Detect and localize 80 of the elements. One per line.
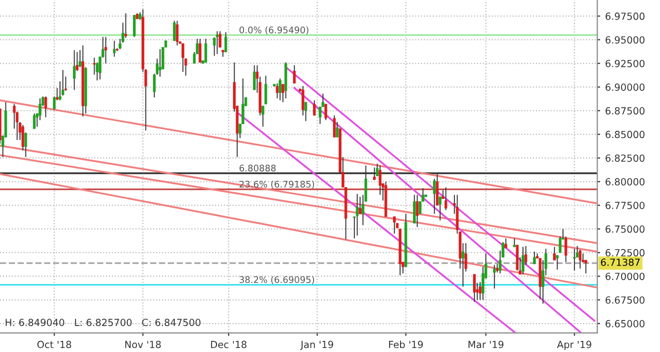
x-tick-label: Oct '18 [37,340,72,348]
candlestick [78,50,82,68]
candlestick [558,236,562,254]
x-tick-label: Mar '19 [468,340,504,348]
y-tick-label: 6.67500 [606,296,644,304]
y-tick-label: 6.80000 [606,178,644,186]
candlestick [216,30,219,54]
candlestick [504,238,508,248]
candlestick [72,50,76,90]
candlestick [462,242,464,288]
candlestick [358,196,362,214]
candlestick [578,249,582,270]
y-tick-label: 6.90000 [606,84,644,91]
ref-line-label: 6.80888 [240,164,276,172]
candlestick [584,260,588,274]
x-tick-label: Nov '18 [125,340,161,348]
candlestick [556,254,559,270]
ref-line-label: 6.71387 [600,258,640,266]
x-tick-label: Dec '18 [211,340,246,348]
y-tick-label: 6.85000 [606,130,644,138]
ref-line-label: 38.2% (6.69095) [240,276,314,284]
ref-line-label: 0.0% (6.95490) [240,26,308,34]
candlestick [478,281,482,300]
candlestick [172,20,176,42]
candlestick [444,186,448,210]
ref-line-label: 23.6% (6.79185) [240,180,314,189]
y-tick-label: 6.87500 [606,107,644,115]
candlestick [182,43,184,72]
candlestick [356,193,359,236]
candlestick [278,78,282,101]
candlestick [293,64,296,84]
y-tick-label: 6.77500 [606,202,644,210]
candlestick [158,48,162,78]
candlestick [124,12,128,38]
y-tick-label: 6.95000 [606,36,644,44]
candlestick [473,274,476,302]
candlestick [264,75,268,105]
y-tick-label: 6.92500 [606,60,644,68]
candlestick [44,96,48,118]
candlestick [522,246,524,275]
candlestick [62,70,64,96]
candlestick [333,114,336,138]
x-tick-label: Feb '19 [389,340,423,348]
candlestick [493,264,496,290]
candlestick [58,80,62,101]
candlestick [132,14,136,38]
candlestick [204,38,208,63]
candlestick [313,100,316,116]
y-tick-label: 6.72500 [606,249,644,256]
candlestick [104,36,108,64]
candlestick [533,251,536,264]
candlestick [416,194,419,228]
candlestick [393,216,396,234]
candlestick [318,106,322,124]
candlestick [253,64,256,90]
y-tick-label: 6.82500 [606,154,644,162]
candlestick [32,113,36,130]
y-tick-label: 6.75000 [606,225,644,233]
candlestick [573,248,576,272]
candlestick [324,104,328,121]
candlestick [482,266,484,300]
candlestick [184,58,188,76]
candlestick [413,194,416,224]
y-tick-label: 6.65000 [606,320,644,328]
x-tick-label: Jan '19 [300,340,334,350]
candlestick [336,122,339,138]
candlestick [38,98,42,121]
candlestick [276,82,279,99]
candlestick [198,38,202,63]
x-tick-label: Apr '19 [557,340,592,350]
candlestick [302,86,304,116]
candlestick [433,178,436,214]
candlestick [112,40,116,58]
candlestick [564,236,568,263]
y-tick-label: 6.70000 [606,272,644,280]
candlestick [224,32,228,53]
candlestick [176,20,179,46]
annotation: H: 6.849040 L: 6.825700 C: 6.847500 [6,318,200,326]
y-tick-label: 6.97500 [606,12,644,20]
candlestick [438,196,442,221]
